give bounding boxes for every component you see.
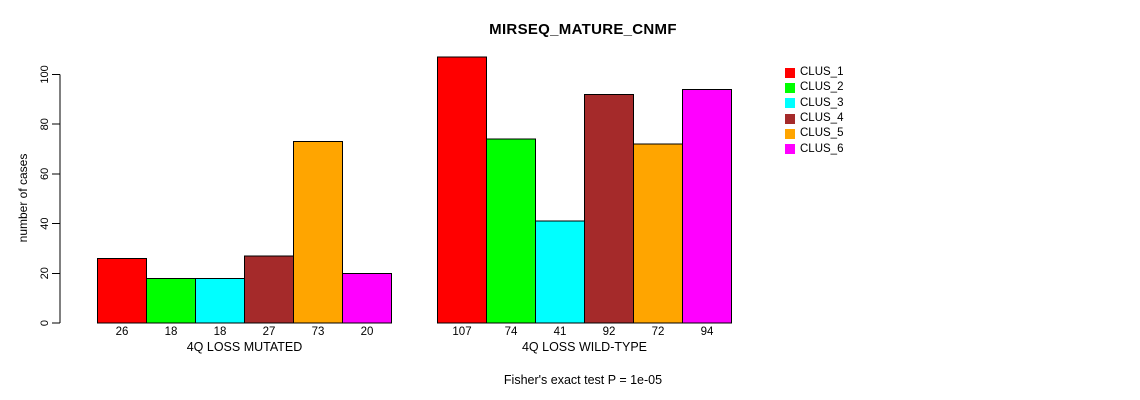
x-group-label: 4Q LOSS MUTATED <box>187 340 303 354</box>
bar-value-label: 20 <box>361 326 374 338</box>
bar-clus_4 <box>244 255 294 324</box>
legend-swatch-clus_1 <box>785 67 795 78</box>
x-group-label: 4Q LOSS WILD-TYPE <box>522 340 647 354</box>
y-tick-label: 60 <box>39 168 51 180</box>
bar-value-label: 72 <box>652 326 665 338</box>
bar-value-label: 27 <box>263 326 276 338</box>
y-tick-label: 40 <box>39 217 51 229</box>
bar-value-label: 92 <box>603 326 616 338</box>
legend-swatch-clus_6 <box>785 144 795 155</box>
bar-value-label: 73 <box>312 326 325 338</box>
bar-value-label: 74 <box>505 326 518 338</box>
bar-value-label: 94 <box>701 326 714 338</box>
y-tick-label: 80 <box>39 118 51 130</box>
y-tick-label: 0 <box>39 320 51 326</box>
y-axis-title: number of cases <box>16 154 30 243</box>
bar-value-label: 107 <box>452 326 471 338</box>
legend-item: CLUS_3 <box>785 96 843 111</box>
legend: CLUS_1 CLUS_2 CLUS_3 CLUS_4 CLUS_5 CLUS_6 <box>785 65 843 157</box>
legend-item: CLUS_6 <box>785 141 843 156</box>
annotation-text: Fisher's exact test P = 1e-05 <box>503 373 663 387</box>
legend-item: CLUS_1 <box>785 65 843 80</box>
y-tick-label: 20 <box>39 267 51 279</box>
bars-layer <box>97 56 732 324</box>
y-tick-label: 100 <box>39 65 51 83</box>
legend-item: CLUS_5 <box>785 126 843 141</box>
bar-clus_6 <box>682 88 732 324</box>
bar-clus_3 <box>535 220 585 324</box>
legend-swatch-clus_4 <box>785 113 795 124</box>
legend-item: CLUS_2 <box>785 80 843 95</box>
legend-label: CLUS_4 <box>800 112 844 125</box>
legend-swatch-clus_3 <box>785 98 795 109</box>
chart-title: MIRSEQ_MATURE_CNMF <box>489 21 677 38</box>
bar-value-label: 26 <box>116 326 129 338</box>
bar-clus_5 <box>633 143 683 324</box>
legend-swatch-clus_2 <box>785 82 795 93</box>
bar-clus_2 <box>486 138 536 324</box>
bar-clus_2 <box>146 277 196 324</box>
legend-label: CLUS_5 <box>800 127 844 140</box>
bar-clus_1 <box>97 257 147 324</box>
bar-clus_5 <box>293 141 343 324</box>
bar-value-label: 41 <box>554 326 567 338</box>
legend-label: CLUS_3 <box>800 96 844 109</box>
legend-swatch-clus_5 <box>785 128 795 139</box>
labels-layer: 26 18 18 27 73 20 4Q LOSS MUTATED 107 74 41 92 72 94… <box>116 326 714 354</box>
legend-label: CLUS_1 <box>800 66 844 79</box>
legend-label: CLUS_6 <box>800 142 844 155</box>
bar-clus_1 <box>437 56 487 324</box>
bar-clus_3 <box>195 277 245 324</box>
legend-label: CLUS_2 <box>800 81 844 94</box>
y-axis: 0 20 40 60 80 100 <box>39 65 61 326</box>
bar-value-label: 18 <box>165 326 178 338</box>
bar-value-label: 18 <box>214 326 227 338</box>
bar-clus_4 <box>584 93 634 324</box>
legend-item: CLUS_4 <box>785 111 843 126</box>
bar-clus_6 <box>342 272 392 324</box>
